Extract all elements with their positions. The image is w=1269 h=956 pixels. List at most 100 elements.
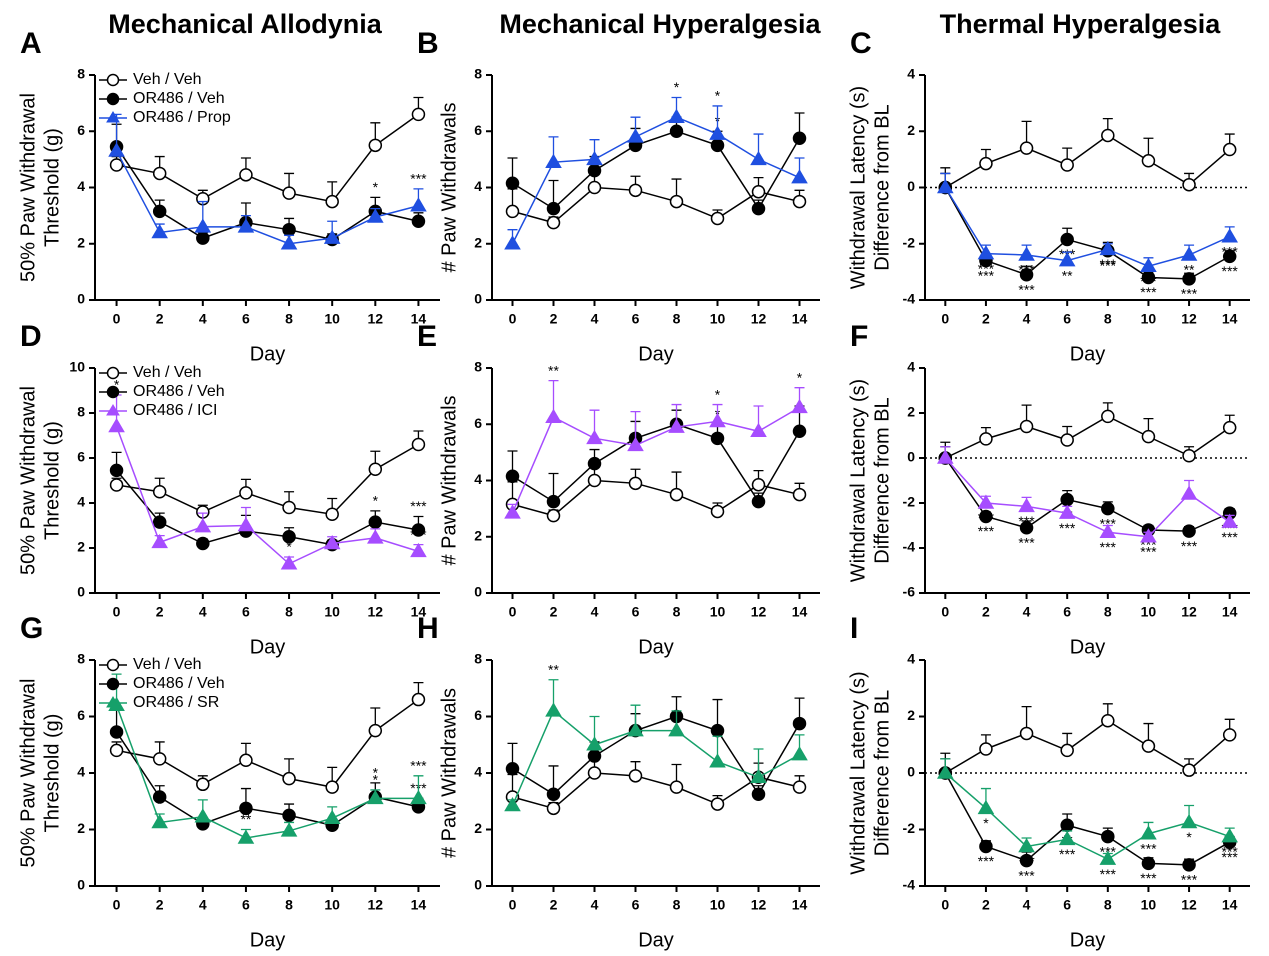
marker	[586, 150, 603, 166]
y-tick-label: 10	[69, 359, 85, 375]
x-tick-label: 0	[113, 311, 121, 327]
marker	[282, 771, 296, 786]
legend-label: Veh / Veh	[133, 656, 202, 673]
marker	[979, 742, 993, 756]
x-tick-label: 0	[941, 311, 949, 327]
significance-label: ***	[1140, 870, 1157, 886]
marker	[587, 456, 602, 471]
marker	[1019, 521, 1034, 535]
marker	[410, 542, 427, 558]
marker	[1018, 497, 1035, 513]
y-tick-label: -2	[903, 234, 916, 250]
y-axis-label: # Paw Withdrawals	[438, 395, 460, 565]
x-axis-label: Day	[250, 929, 286, 951]
x-tick-label: 14	[1222, 604, 1238, 620]
column-title: Thermal Hyperalgesia	[940, 9, 1222, 39]
marker	[1221, 228, 1238, 243]
significance-label: ***	[1100, 257, 1117, 273]
marker	[1141, 739, 1156, 753]
series-line	[944, 187, 1231, 280]
marker	[1099, 240, 1117, 256]
marker	[750, 768, 767, 783]
x-tick-label: 14	[1222, 311, 1238, 327]
marker	[937, 764, 954, 779]
y-tick-label: 2	[907, 122, 915, 138]
y-tick-label: 2	[77, 820, 85, 836]
marker	[750, 422, 767, 438]
marker	[587, 473, 602, 488]
marker	[1182, 524, 1196, 538]
significance-label: ***	[1181, 286, 1198, 302]
marker	[323, 535, 341, 550]
marker	[628, 769, 643, 783]
x-tick-label: 14	[792, 311, 808, 327]
x-tick-label: 0	[941, 897, 949, 913]
panel-letter: D	[20, 320, 42, 353]
significance-label: *	[1186, 829, 1192, 845]
x-tick-label: 8	[1104, 897, 1112, 913]
marker	[1180, 485, 1198, 500]
marker	[1141, 154, 1156, 168]
marker	[152, 166, 167, 181]
marker	[751, 477, 766, 492]
x-tick-label: 14	[411, 604, 427, 620]
significance-label: ***	[1222, 243, 1239, 259]
legend-marker	[106, 92, 120, 106]
significance-label: ***	[1018, 534, 1035, 550]
y-tick-label: 2	[907, 707, 915, 723]
x-tick-label: 8	[285, 604, 293, 620]
series-line	[944, 134, 1231, 189]
marker	[1101, 409, 1115, 424]
marker	[710, 138, 725, 153]
marker	[1019, 141, 1034, 155]
series-line	[512, 186, 800, 224]
y-tick-label: 8	[474, 359, 482, 375]
significance-label: *	[373, 765, 379, 781]
marker	[1060, 492, 1074, 507]
x-tick-label: 0	[941, 604, 949, 620]
legend-marker	[106, 366, 120, 380]
x-tick-label: 4	[199, 604, 207, 620]
panel-letter: G	[20, 612, 43, 645]
x-axis-label: Day	[250, 343, 286, 365]
marker	[710, 504, 725, 519]
significance-label: ***	[410, 498, 427, 514]
legend-marker	[106, 73, 120, 87]
marker	[323, 229, 341, 244]
legend-marker	[106, 385, 120, 399]
marker	[1101, 713, 1115, 728]
marker	[1182, 177, 1196, 192]
marker	[1019, 726, 1034, 741]
y-tick-label: 8	[77, 404, 85, 420]
x-tick-label: 8	[1104, 604, 1112, 620]
x-tick-label: 12	[1181, 604, 1197, 620]
significance-label: *	[373, 179, 379, 195]
marker	[194, 518, 212, 533]
series-line	[944, 719, 1231, 774]
marker	[109, 743, 124, 758]
marker	[1018, 837, 1035, 853]
marker	[792, 424, 807, 439]
marker	[587, 180, 602, 195]
x-tick-label: 6	[242, 311, 250, 327]
significance-label: **	[1184, 262, 1195, 278]
series-line	[512, 423, 801, 504]
marker	[937, 179, 954, 194]
x-tick-label: 0	[113, 604, 121, 620]
x-tick-label: 14	[1222, 897, 1238, 913]
marker	[709, 753, 726, 768]
y-tick-label: 8	[474, 651, 482, 667]
x-tick-label: 2	[156, 311, 164, 327]
marker	[979, 509, 993, 524]
x-tick-label: 6	[632, 311, 640, 327]
x-axis-label: Day	[638, 929, 674, 951]
marker	[1140, 528, 1157, 543]
series-line	[944, 457, 1231, 538]
significance-label: ***	[1140, 543, 1157, 559]
marker	[504, 796, 521, 812]
y-axis-label: # Paw Withdrawals	[438, 688, 460, 858]
marker	[669, 194, 684, 209]
marker	[977, 494, 995, 509]
x-tick-label: 12	[368, 604, 384, 620]
marker	[1180, 246, 1198, 261]
